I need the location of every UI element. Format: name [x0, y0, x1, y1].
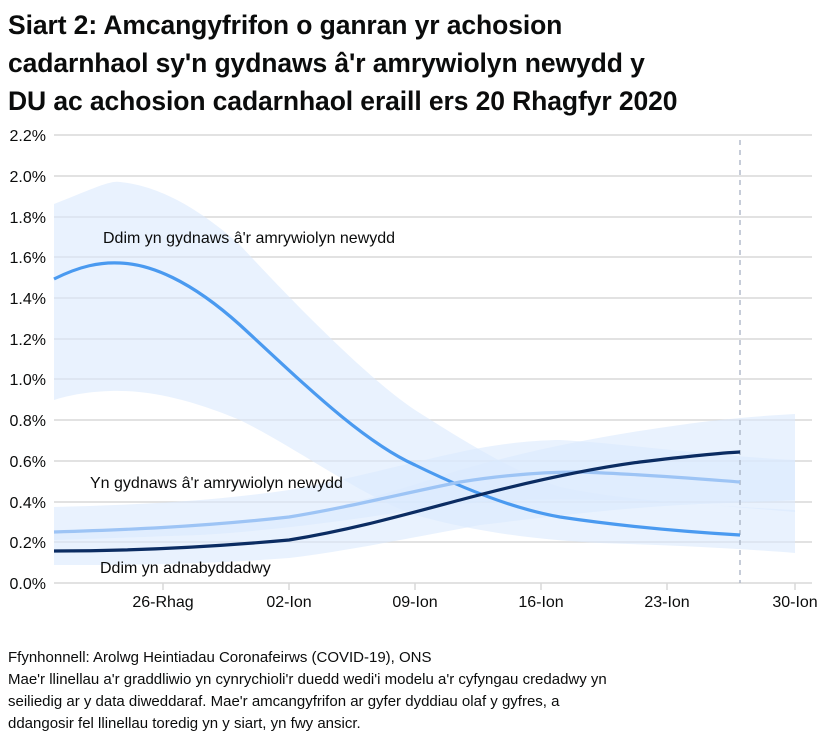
line-chart: Ddim yn gydnaws â'r amrywiolyn newydd Yn…	[10, 128, 818, 611]
svg-text:2.0%: 2.0%	[10, 169, 46, 186]
method-note-line-1: Mae'r llinellau a'r graddliwio yn cynryc…	[8, 671, 607, 688]
y-axis-labels: 0.0% 0.2% 0.4% 0.6% 0.8% 1.0% 1.2% 1.4% …	[10, 128, 46, 593]
svg-text:0.0%: 0.0%	[10, 576, 46, 593]
svg-text:1.2%: 1.2%	[10, 332, 46, 349]
svg-text:1.0%: 1.0%	[10, 372, 46, 389]
chart-title: Siart 2: Amcangyfrifon o ganran yr achos…	[8, 6, 823, 120]
x-axis-labels: 26-Rhag 02-Ion 09-Ion 16-Ion 23-Ion 30-I…	[132, 594, 817, 611]
svg-text:26-Rhag: 26-Rhag	[132, 594, 193, 611]
line-not-compatible	[53, 261, 741, 537]
svg-text:0.4%: 0.4%	[10, 495, 46, 512]
svg-text:0.8%: 0.8%	[10, 413, 46, 430]
title-line-2: cadarnhaol sy'n gydnaws â'r amrywiolyn n…	[8, 48, 645, 78]
chart-footer: Ffynhonnell: Arolwg Heintiadau Coronafei…	[8, 647, 823, 735]
svg-text:09-Ion: 09-Ion	[392, 594, 437, 611]
line-unidentifiable	[53, 450, 741, 553]
svg-text:2.2%: 2.2%	[10, 128, 46, 145]
svg-text:1.8%: 1.8%	[10, 210, 46, 227]
svg-text:16-Ion: 16-Ion	[518, 594, 563, 611]
title-line-1: Siart 2: Amcangyfrifon o ganran yr achos…	[8, 10, 563, 40]
svg-text:0.2%: 0.2%	[10, 535, 46, 552]
method-note-line-3: ddangosir fel llinellau toredig yn y sia…	[8, 715, 361, 732]
svg-text:30-Ion: 30-Ion	[772, 594, 817, 611]
x-ticks	[162, 583, 796, 590]
title-line-3: DU ac achosion cadarnhaol eraill ers 20 …	[8, 86, 678, 116]
label-unidentifiable: Ddim yn adnabyddadwy	[100, 560, 271, 577]
line-compatible	[53, 470, 741, 534]
svg-text:1.4%: 1.4%	[10, 291, 46, 308]
method-note-line-2: seiliedig ar y data diweddaraf. Mae'r am…	[8, 693, 560, 710]
svg-text:1.6%: 1.6%	[10, 250, 46, 267]
svg-text:23-Ion: 23-Ion	[644, 594, 689, 611]
label-compatible: Yn gydnaws â'r amrywiolyn newydd	[90, 475, 343, 492]
label-not-compatible: Ddim yn gydnaws â'r amrywiolyn newydd	[103, 230, 395, 247]
source-note: Ffynhonnell: Arolwg Heintiadau Coronafei…	[8, 649, 432, 666]
svg-text:02-Ion: 02-Ion	[266, 594, 311, 611]
svg-text:0.6%: 0.6%	[10, 454, 46, 471]
band-not-compatible	[54, 181, 795, 553]
